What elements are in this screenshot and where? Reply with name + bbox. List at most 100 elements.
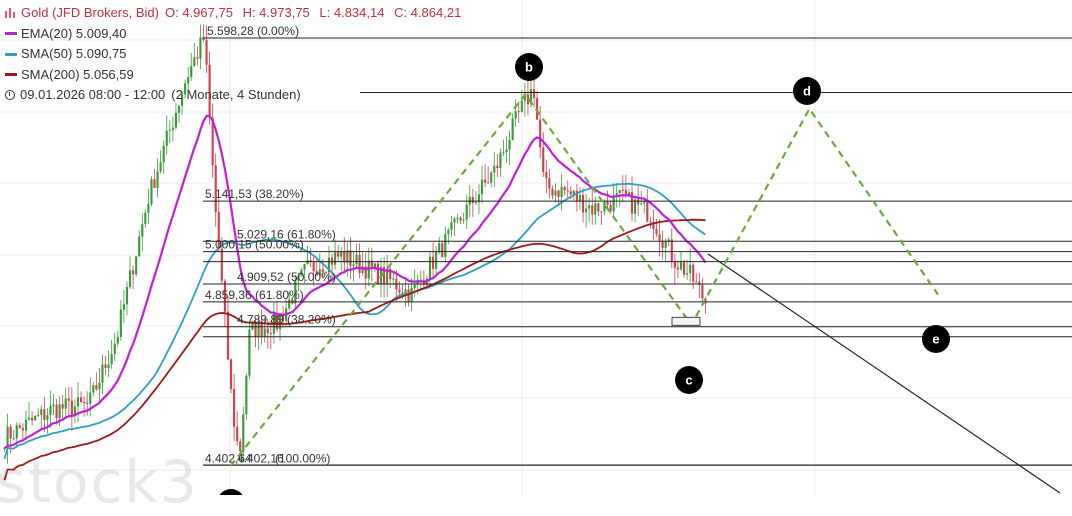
price-chart[interactable]: 5.598,28 (0.00%) 5.141,53 (38.20%) 5.029,1… bbox=[0, 0, 1072, 495]
candle-body bbox=[223, 280, 226, 312]
candle-body bbox=[701, 284, 704, 299]
candle-body bbox=[110, 353, 113, 365]
candle-body bbox=[269, 333, 272, 335]
candle-body bbox=[376, 263, 380, 285]
candle-body bbox=[585, 208, 588, 213]
open-value: O: 4.967,75 bbox=[164, 5, 233, 20]
legend-sma200[interactable]: SMA(200) 5.056,59 bbox=[5, 65, 467, 86]
candle-body bbox=[24, 419, 28, 431]
candle-body bbox=[171, 127, 174, 130]
candle-body bbox=[517, 111, 520, 113]
candle-body bbox=[652, 222, 655, 230]
instrument-name: Gold (JFD Brokers, Bid) bbox=[21, 5, 159, 20]
fib-label-6: 4.789,89 (38.20%) bbox=[237, 313, 336, 327]
wave-label-b: b bbox=[525, 60, 533, 75]
high-value: H: 4.973,75 bbox=[242, 5, 310, 20]
candle-body bbox=[248, 329, 251, 376]
candle-body bbox=[52, 404, 55, 407]
candle-body bbox=[162, 145, 165, 163]
candle-body bbox=[61, 404, 64, 409]
candle-body bbox=[560, 186, 563, 197]
fib-label-0: 5.598,28 (0.00%) bbox=[207, 24, 299, 38]
fib-label-3: 5.000,15 (50.00%) bbox=[205, 238, 304, 252]
candle-body bbox=[79, 397, 83, 403]
candle-body bbox=[413, 284, 416, 288]
candle-body bbox=[618, 189, 621, 193]
candle-body bbox=[477, 194, 481, 203]
sma50-swatch bbox=[5, 52, 17, 56]
candle-body bbox=[260, 321, 263, 337]
candle-body bbox=[3, 448, 6, 450]
candle-body bbox=[245, 375, 248, 415]
date-range: 09.01.2026 08:00 - 12:00 bbox=[20, 87, 166, 102]
candle-body bbox=[168, 129, 171, 131]
wave-projection bbox=[229, 92, 1061, 494]
legend-ema20[interactable]: EMA(20) 5.009,40 bbox=[5, 24, 467, 45]
candle-body bbox=[597, 203, 600, 212]
candle-body bbox=[649, 221, 652, 223]
candle-body bbox=[236, 426, 239, 442]
candle-body bbox=[572, 190, 575, 195]
candle-body bbox=[6, 426, 9, 449]
wave-marker-b[interactable] bbox=[515, 53, 543, 81]
legend-range-row: 09.01.2026 08:00 - 12:00 (2 Monate, 4 St… bbox=[5, 85, 467, 106]
candle-body bbox=[107, 364, 110, 368]
candle-body bbox=[450, 222, 453, 230]
candle-body bbox=[496, 165, 499, 169]
candle-body bbox=[58, 404, 61, 419]
candle-body bbox=[98, 382, 101, 390]
clock-icon bbox=[5, 90, 15, 101]
candle-body bbox=[193, 57, 196, 66]
candle-body bbox=[9, 426, 12, 439]
candle-body bbox=[646, 201, 649, 222]
chart-legend: Gold (JFD Brokers, Bid) O: 4.967,75 H: 4… bbox=[5, 3, 467, 106]
timespan: (2 Monate, 4 Stunden) bbox=[171, 87, 301, 102]
candle-body bbox=[67, 398, 70, 401]
candle-body bbox=[46, 415, 49, 420]
watermark: stock3 bbox=[0, 448, 199, 516]
candle-body bbox=[233, 389, 236, 427]
candle-body bbox=[487, 182, 490, 184]
candle-body bbox=[563, 186, 566, 191]
candle-body bbox=[337, 252, 340, 257]
candle-body bbox=[578, 194, 582, 202]
candle-body bbox=[266, 328, 269, 334]
target-box[interactable] bbox=[671, 316, 701, 326]
candle-body bbox=[640, 203, 643, 205]
candlesticks bbox=[3, 24, 707, 464]
candle-body bbox=[569, 191, 572, 195]
projection-path bbox=[229, 92, 939, 467]
candle-body bbox=[83, 402, 86, 404]
candle-body bbox=[92, 385, 95, 393]
candle-body bbox=[612, 195, 615, 212]
fib-label-9: (100.00%) bbox=[275, 451, 330, 465]
ema20-line bbox=[3, 114, 707, 450]
candle-body bbox=[37, 414, 40, 416]
wave-marker-e[interactable] bbox=[922, 325, 950, 353]
wave-marker-d[interactable] bbox=[793, 77, 821, 105]
candle-body bbox=[89, 392, 92, 404]
candle-body bbox=[119, 309, 122, 337]
wave-marker-c[interactable] bbox=[675, 366, 703, 394]
candle-body bbox=[670, 239, 673, 262]
candle-body bbox=[132, 270, 135, 275]
legend-sma50[interactable]: SMA(50) 5.090,75 bbox=[5, 44, 467, 65]
candle-body bbox=[254, 321, 257, 338]
candle-body bbox=[447, 229, 450, 235]
candle-body bbox=[431, 256, 435, 269]
candle-body bbox=[695, 281, 698, 283]
candle-body bbox=[349, 250, 352, 266]
candle-body bbox=[101, 364, 104, 383]
candle-body bbox=[686, 273, 689, 275]
candle-body bbox=[502, 151, 505, 153]
candle-body bbox=[398, 289, 401, 293]
candle-body bbox=[667, 239, 670, 241]
candle-body bbox=[480, 179, 484, 195]
candle-body bbox=[609, 204, 612, 212]
sma50-line bbox=[3, 182, 707, 460]
candle-body bbox=[682, 262, 686, 275]
trend-line[interactable] bbox=[707, 253, 1061, 494]
candle-body bbox=[566, 190, 569, 192]
candle-body bbox=[128, 270, 132, 288]
wave-marker-a[interactable] bbox=[217, 489, 245, 495]
